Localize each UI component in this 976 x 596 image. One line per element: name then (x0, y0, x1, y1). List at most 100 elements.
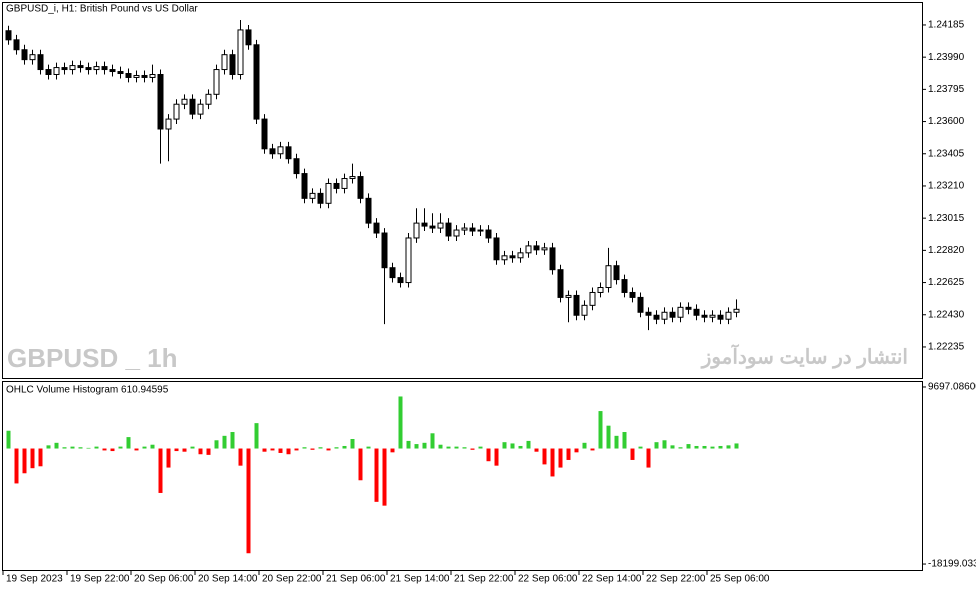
volume-bar (334, 447, 339, 449)
volume-bar (238, 448, 243, 466)
candle-body (581, 304, 588, 316)
volume-bar (414, 444, 419, 449)
candle-body (221, 54, 228, 71)
volume-bar (526, 440, 531, 449)
volume-bar (374, 448, 379, 502)
volume-bar (350, 439, 355, 449)
candle-body (733, 308, 740, 313)
volume-bar (206, 448, 211, 455)
volume-bar (654, 442, 659, 449)
volume-bar (358, 448, 363, 481)
volume-bar (94, 446, 99, 449)
volume-bar (150, 444, 155, 449)
candle-body (445, 222, 452, 237)
candle-body (701, 314, 708, 318)
volume-bar (254, 423, 259, 449)
candle-body (149, 73, 156, 78)
volume-bar (678, 447, 683, 449)
volume-bar (62, 447, 67, 449)
candle-body (421, 222, 428, 227)
y-tick-label: 1.23210 (928, 181, 965, 192)
volume-bar (630, 448, 635, 460)
volume-bar (502, 442, 507, 449)
volume-bar (310, 448, 315, 450)
volume-bar (542, 448, 547, 465)
volume-bar (494, 448, 499, 466)
candle-body (277, 146, 284, 155)
volume-bar (518, 445, 523, 449)
volume-bar (694, 445, 699, 449)
candle-body (645, 311, 652, 316)
volume-bar (558, 448, 563, 468)
candle-body (205, 93, 212, 105)
volume-bar (198, 448, 203, 455)
candle-body (325, 182, 332, 204)
candle-body (213, 69, 220, 95)
volume-bar (702, 445, 707, 449)
volume-pane (2, 381, 923, 571)
x-tick-label: 19 Sep 2023 (6, 574, 63, 585)
volume-bar (230, 432, 235, 449)
volume-bar (190, 446, 195, 449)
x-tick-label: 21 Sep 14:00 (390, 574, 450, 585)
candle-body (365, 197, 372, 224)
volume-bar (606, 425, 611, 449)
candle-body (133, 74, 140, 78)
volume-bar (302, 447, 307, 449)
main-pane (2, 2, 923, 379)
volume-bar (662, 440, 667, 449)
volume-bar (430, 433, 435, 449)
volume-bar (166, 448, 171, 468)
volume-bar (118, 446, 123, 449)
candle-body (709, 314, 716, 318)
candle-body (397, 277, 404, 284)
candle-body (493, 237, 500, 261)
candle-body (93, 66, 100, 71)
volume-bar (686, 444, 691, 449)
volume-bar (646, 448, 651, 468)
x-tick-label: 21 Sep 22:00 (454, 574, 514, 585)
volume-bar (86, 447, 91, 449)
candle-body (317, 192, 324, 204)
candle-body (261, 118, 268, 150)
candle-body (453, 229, 460, 237)
candle-body (597, 287, 604, 293)
candle-body (165, 118, 172, 130)
candle-body (29, 54, 36, 61)
volume-bar (246, 448, 251, 554)
candle-body (21, 49, 28, 61)
candle-body (725, 311, 732, 320)
volume-title: OHLC Volume Histogram 610.94595 (6, 385, 169, 396)
x-tick-label: 20 Sep 22:00 (262, 574, 322, 585)
candle-body (533, 245, 540, 251)
volume-bar (174, 448, 179, 452)
watermark: GBPUSD _ 1h (7, 343, 178, 373)
candle-body (197, 103, 204, 115)
candle-body (309, 192, 316, 199)
volume-bar (566, 448, 571, 460)
volume-bar (158, 448, 163, 493)
volume-bar (614, 435, 619, 449)
candle-body (573, 294, 580, 316)
candle-body (229, 54, 236, 75)
volume-bar (670, 445, 675, 449)
volume-bar (134, 448, 139, 451)
volume-bar (638, 446, 643, 449)
candle-body (541, 247, 548, 251)
y-tick-label: 1.22235 (928, 342, 965, 353)
volume-bar (54, 442, 59, 449)
candle-body (77, 65, 84, 69)
volume-bar (438, 444, 443, 449)
candle-body (429, 225, 436, 229)
volume-bar (422, 442, 427, 449)
candle-body (661, 311, 668, 320)
candle-body (413, 222, 420, 239)
y-tick-label: 1.23795 (928, 84, 965, 95)
volume-bar (38, 448, 43, 467)
candle-body (605, 265, 612, 289)
candle-body (501, 255, 508, 261)
x-tick-label: 22 Sep 06:00 (518, 574, 578, 585)
candle-body (5, 30, 12, 41)
y-tick-label: 1.22625 (928, 277, 965, 288)
